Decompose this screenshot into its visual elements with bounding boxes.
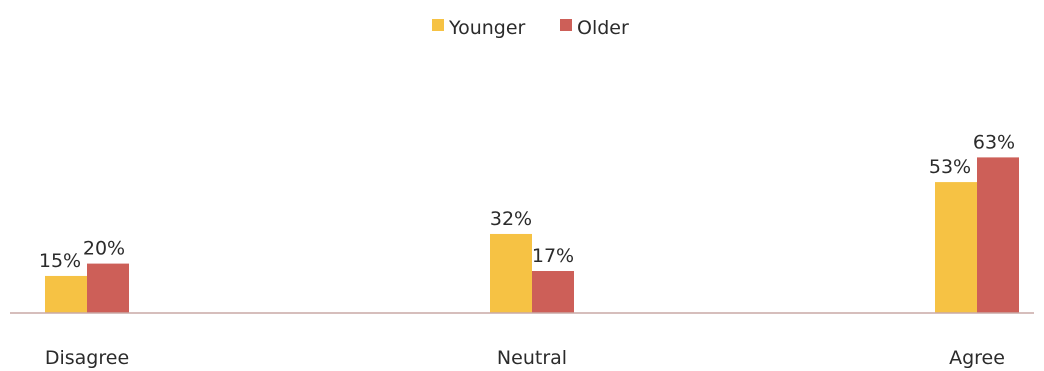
category-label-agree: Agree bbox=[949, 347, 1005, 369]
bar-younger-neutral bbox=[490, 233, 532, 313]
bar-younger-agree bbox=[935, 182, 977, 313]
category-label-disagree: Disagree bbox=[45, 347, 129, 369]
data-label-older-neutral: 17% bbox=[532, 245, 574, 267]
bar-older-neutral bbox=[532, 271, 574, 313]
data-label-younger-disagree: 15% bbox=[39, 250, 81, 272]
bar-younger-disagree bbox=[45, 275, 87, 313]
bar-older-disagree bbox=[87, 263, 129, 313]
legend-swatch-older bbox=[560, 19, 572, 31]
data-labels: 15%20% 32%17% 53%63% bbox=[39, 131, 1015, 272]
data-label-younger-agree: 53% bbox=[929, 156, 971, 178]
data-label-younger-neutral: 32% bbox=[490, 208, 532, 230]
legend-label-younger: Younger bbox=[448, 17, 526, 39]
bar-older-agree bbox=[977, 157, 1019, 313]
data-label-older-disagree: 20% bbox=[83, 238, 125, 260]
bars bbox=[45, 157, 1019, 313]
data-label-older-agree: 63% bbox=[973, 131, 1015, 153]
legend: Younger Older bbox=[432, 17, 629, 39]
legend-swatch-younger bbox=[432, 19, 444, 31]
legend-label-older: Older bbox=[577, 17, 629, 39]
category-label-neutral: Neutral bbox=[497, 347, 567, 369]
category-labels: Disagree Neutral Agree bbox=[45, 347, 1005, 369]
